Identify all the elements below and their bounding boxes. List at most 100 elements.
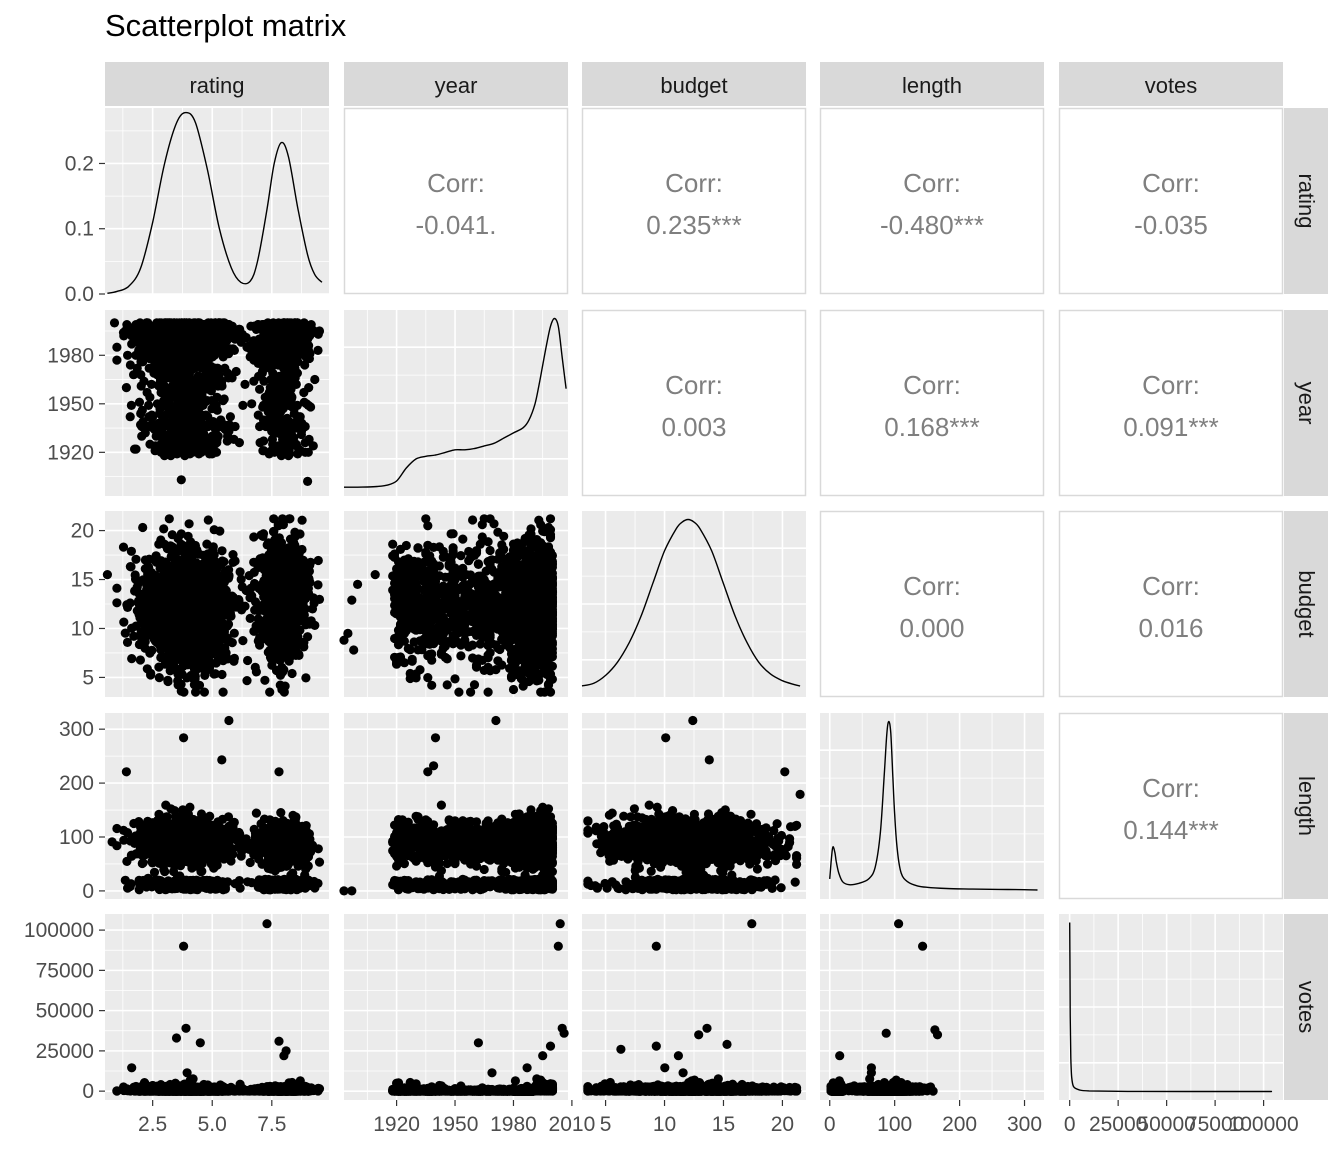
point-rating-year	[157, 399, 167, 409]
point-rating-budget	[166, 619, 177, 629]
point-rating-year	[279, 323, 290, 333]
point-rating-budget	[146, 668, 156, 679]
point-rating-budget	[180, 643, 190, 653]
point-rating-year	[277, 341, 287, 351]
panel-year-votes: Corr:0.091***	[1058, 309, 1284, 497]
point-rating-budget	[157, 558, 167, 568]
panel-year-rating	[105, 310, 329, 496]
point-rating-year	[163, 391, 173, 401]
point-rating-year	[125, 412, 135, 422]
chart-title: Scatterplot matrix	[105, 8, 346, 44]
point-rating-budget	[313, 555, 323, 566]
point-rating-year	[306, 320, 316, 330]
point-rating-year	[259, 436, 269, 446]
point-rating-year	[251, 324, 261, 334]
panel-background	[105, 108, 329, 294]
corr-value: 0.235***	[646, 210, 741, 240]
point-rating-budget	[170, 595, 180, 605]
point-rating-year	[164, 421, 174, 432]
point-rating-year	[205, 417, 215, 427]
point-rating-budget	[202, 539, 212, 549]
point-rating-year	[286, 384, 296, 394]
point-rating-budget	[170, 609, 180, 619]
point-rating-year	[183, 405, 193, 415]
point-rating-year	[258, 415, 269, 425]
point-rating-year	[145, 439, 155, 449]
point-rating-year	[249, 376, 259, 386]
panels-layer: Corr:-0.041.Corr:0.235***Corr:-0.480***C…	[102, 107, 1284, 1100]
point-rating-budget	[205, 639, 215, 650]
point-rating-year	[172, 358, 182, 368]
point-rating-budget	[201, 599, 211, 609]
point-rating-year	[161, 442, 171, 453]
point-rating-budget	[279, 516, 289, 526]
point-rating-budget	[176, 529, 186, 539]
point-rating-year	[152, 370, 162, 380]
point-rating-year	[240, 379, 250, 389]
point-rating-year	[184, 370, 194, 380]
point-rating-budget	[156, 573, 167, 583]
point-rating-year	[264, 449, 274, 459]
point-rating-budget	[270, 630, 280, 640]
point-rating-year	[136, 408, 146, 419]
point-rating-year	[256, 334, 266, 344]
point-rating-budget	[268, 546, 278, 557]
point-rating-year	[292, 421, 302, 432]
point-rating-budget	[287, 668, 297, 679]
point-rating-budget	[168, 657, 178, 667]
point-rating-budget	[177, 669, 187, 679]
point-rating-budget	[228, 592, 238, 603]
point-rating-budget	[185, 575, 195, 585]
point-rating-year	[179, 431, 189, 441]
point-rating-year	[136, 381, 146, 391]
point-rating-budget	[188, 603, 198, 613]
point-rating-budget	[161, 603, 171, 613]
point-rating-budget	[284, 656, 294, 666]
point-rating-budget	[205, 657, 215, 668]
point-rating-year	[304, 341, 314, 351]
point-rating-year	[255, 384, 265, 394]
point-rating-budget	[249, 626, 259, 636]
point-rating-budget	[223, 654, 233, 664]
point-rating-year	[159, 451, 170, 461]
point-rating-year	[134, 397, 145, 407]
point-rating-year	[247, 399, 257, 409]
point-rating-year	[166, 407, 176, 417]
point-rating-budget	[163, 579, 173, 590]
point-rating-year	[185, 339, 195, 349]
point-rating-year	[127, 331, 137, 341]
point-rating-budget	[218, 687, 228, 697]
point-rating-budget	[215, 526, 225, 536]
point-rating-year	[227, 321, 237, 331]
point-rating-budget	[154, 632, 164, 643]
point-rating-budget	[184, 519, 194, 529]
point-rating-budget	[154, 673, 164, 683]
point-rating-budget	[236, 574, 246, 585]
point-rating-budget	[275, 670, 286, 680]
point-rating-year	[238, 400, 248, 410]
point-rating-budget	[274, 560, 285, 570]
point-rating-year	[284, 400, 294, 410]
point-rating-budget	[258, 529, 269, 539]
corr-label: Corr:	[665, 168, 723, 198]
corr-label: Corr:	[903, 370, 961, 400]
point-rating-budget	[259, 564, 270, 574]
point-rating-budget	[227, 638, 237, 648]
panel-budget-year	[339, 511, 568, 697]
point-rating-year	[188, 394, 198, 404]
point-rating-budget	[190, 559, 200, 570]
point-rating-budget	[265, 687, 275, 697]
point-rating-year	[172, 421, 182, 432]
point-rating-year	[164, 370, 175, 380]
point-rating-year	[121, 383, 131, 393]
point-rating-year	[288, 357, 298, 367]
point-rating-budget	[118, 542, 129, 552]
point-rating-year	[145, 392, 155, 402]
panel-rating-rating	[105, 108, 329, 295]
point-rating-budget	[218, 608, 228, 618]
point-rating-budget	[277, 622, 287, 633]
corr-value: -0.041.	[416, 210, 497, 240]
point-rating-year	[140, 329, 150, 339]
point-rating-budget	[251, 667, 261, 677]
point-rating-year	[154, 332, 164, 343]
